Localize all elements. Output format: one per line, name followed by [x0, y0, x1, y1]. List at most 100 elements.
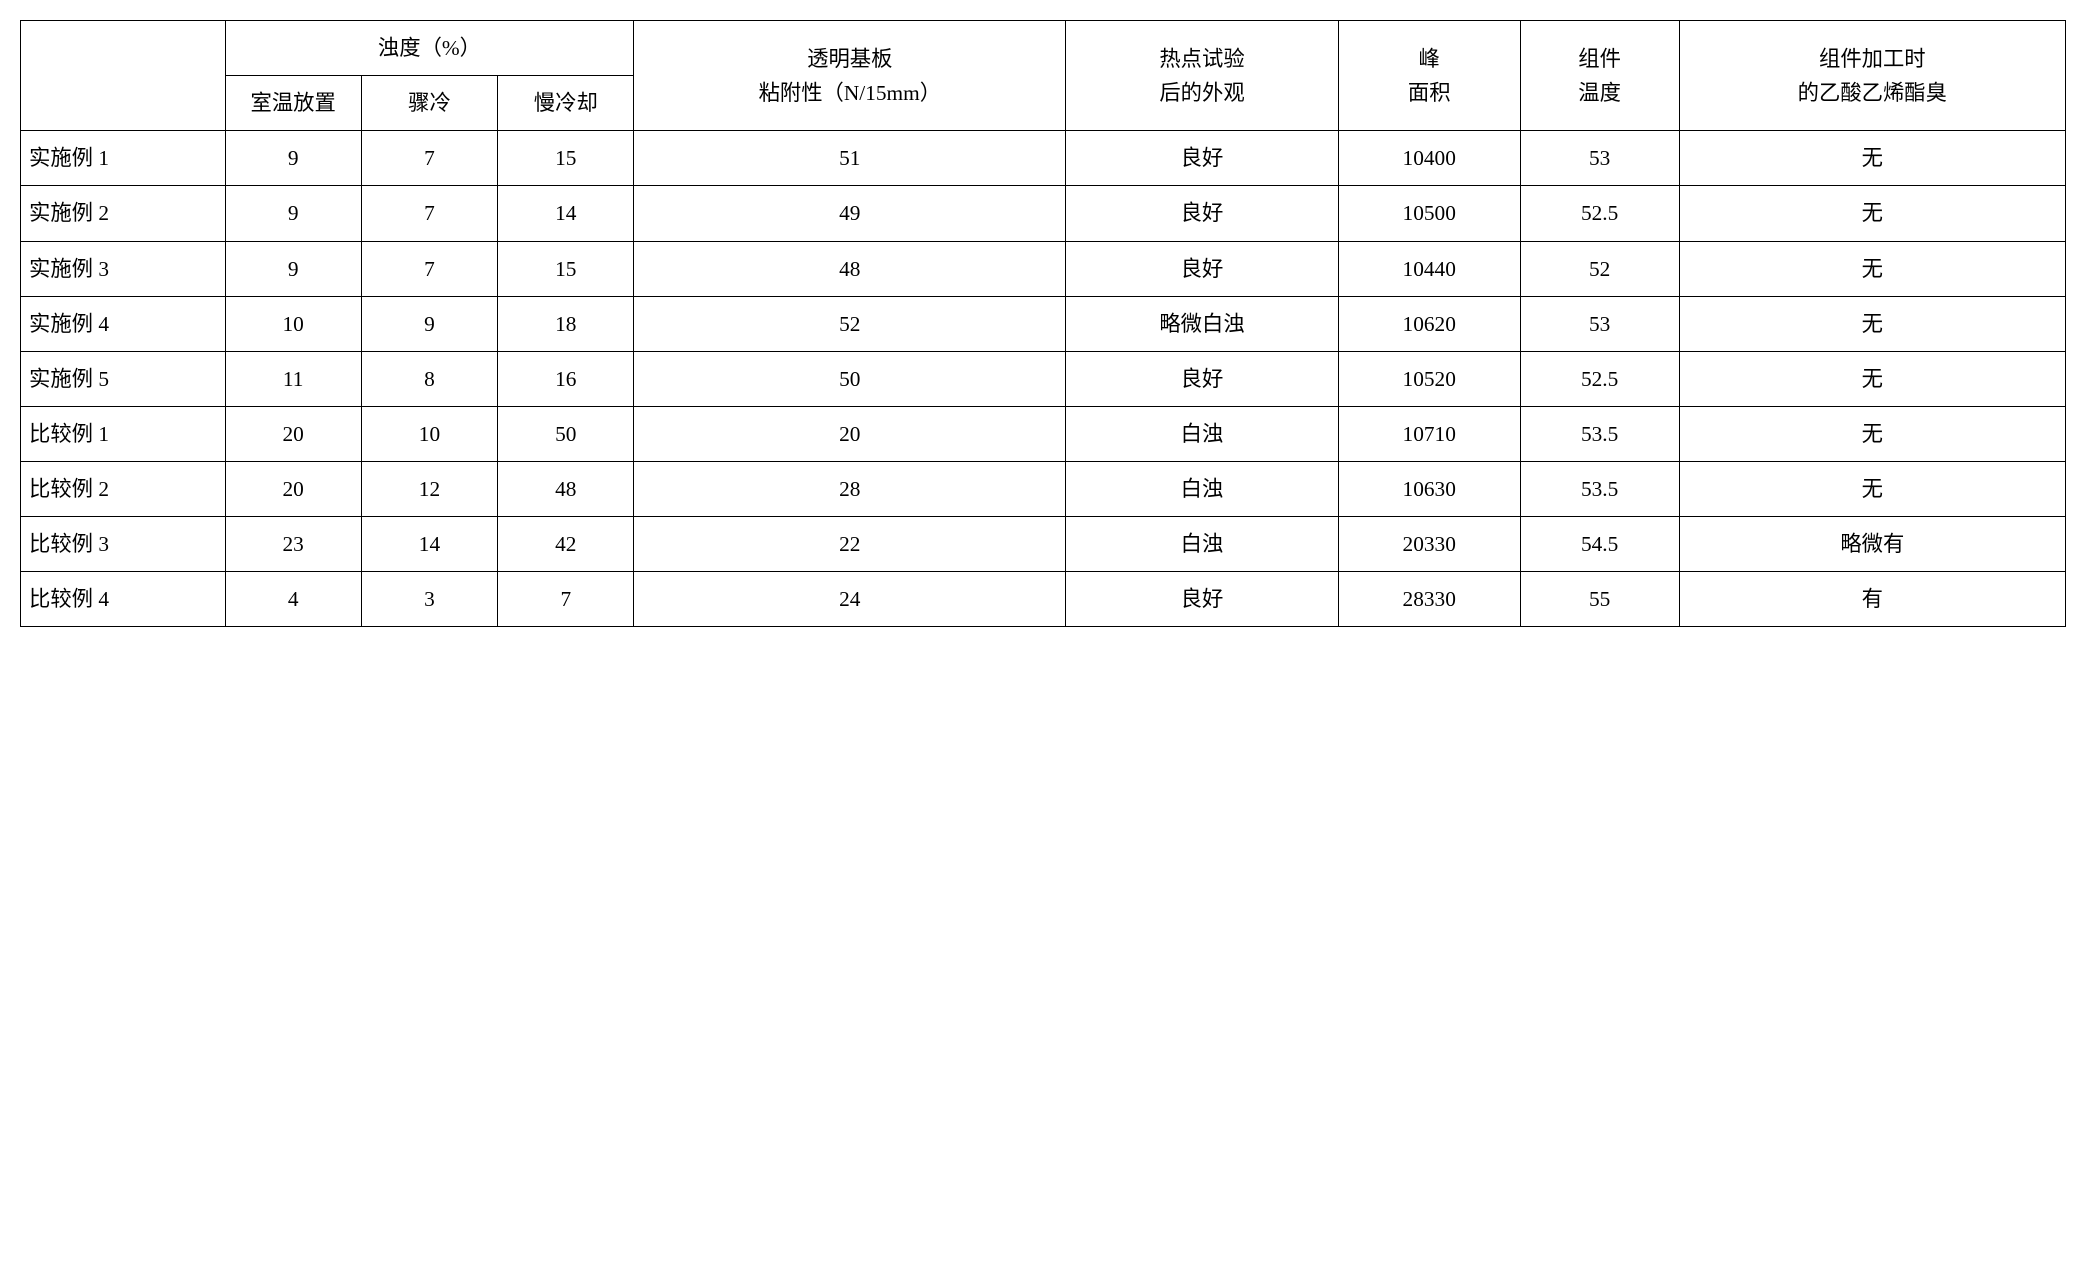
cell-app: 白浊: [1066, 406, 1339, 461]
cell-label: 实施例 5: [21, 351, 226, 406]
cell-adh: 48: [634, 241, 1066, 296]
cell-t3: 15: [498, 131, 634, 186]
cell-app: 白浊: [1066, 517, 1339, 572]
header-turbidity-group: 浊度（%）: [225, 21, 634, 76]
header-odor: 组件加工时 的乙酸乙烯酯臭: [1679, 21, 2065, 131]
cell-t2: 3: [361, 572, 497, 627]
data-table: 浊度（%） 透明基板 粘附性（N/15mm） 热点试验 后的外观 峰 面积 组件…: [20, 20, 2066, 627]
cell-odor: 无: [1679, 296, 2065, 351]
cell-temp: 52: [1520, 241, 1679, 296]
cell-t1: 10: [225, 296, 361, 351]
cell-adh: 22: [634, 517, 1066, 572]
cell-peak: 10630: [1338, 462, 1520, 517]
cell-t1: 20: [225, 406, 361, 461]
cell-t3: 16: [498, 351, 634, 406]
cell-t1: 20: [225, 462, 361, 517]
header-adhesion: 透明基板 粘附性（N/15mm）: [634, 21, 1066, 131]
cell-app: 良好: [1066, 572, 1339, 627]
cell-t3: 48: [498, 462, 634, 517]
cell-peak: 10440: [1338, 241, 1520, 296]
cell-t3: 50: [498, 406, 634, 461]
cell-t2: 12: [361, 462, 497, 517]
header-temp-top: 组件: [1578, 47, 1621, 71]
cell-peak: 20330: [1338, 517, 1520, 572]
cell-app: 良好: [1066, 131, 1339, 186]
cell-label: 实施例 2: [21, 186, 226, 241]
table-row: 实施例 2971449良好1050052.5无: [21, 186, 2066, 241]
cell-label: 实施例 4: [21, 296, 226, 351]
table-row: 比较例 443724良好2833055有: [21, 572, 2066, 627]
cell-t3: 14: [498, 186, 634, 241]
cell-peak: 28330: [1338, 572, 1520, 627]
cell-t2: 7: [361, 131, 497, 186]
table-row: 比较例 323144222白浊2033054.5略微有: [21, 517, 2066, 572]
cell-t3: 7: [498, 572, 634, 627]
cell-adh: 52: [634, 296, 1066, 351]
cell-temp: 54.5: [1520, 517, 1679, 572]
header-temp-bottom: 温度: [1578, 81, 1621, 105]
header-turbidity-sub-1: 骤冷: [361, 76, 497, 131]
cell-t1: 9: [225, 131, 361, 186]
cell-adh: 24: [634, 572, 1066, 627]
header-hotspot-bottom: 后的外观: [1159, 81, 1244, 105]
cell-adh: 50: [634, 351, 1066, 406]
cell-temp: 53.5: [1520, 462, 1679, 517]
cell-odor: 无: [1679, 186, 2065, 241]
cell-label: 比较例 2: [21, 462, 226, 517]
header-peak-top: 峰: [1419, 47, 1440, 71]
header-adhesion-top: 透明基板: [807, 47, 892, 71]
cell-adh: 49: [634, 186, 1066, 241]
cell-temp: 52.5: [1520, 186, 1679, 241]
cell-peak: 10520: [1338, 351, 1520, 406]
table-row: 实施例 51181650良好1052052.5无: [21, 351, 2066, 406]
cell-t3: 42: [498, 517, 634, 572]
cell-adh: 28: [634, 462, 1066, 517]
cell-odor: 无: [1679, 351, 2065, 406]
table-header: 浊度（%） 透明基板 粘附性（N/15mm） 热点试验 后的外观 峰 面积 组件…: [21, 21, 2066, 131]
cell-t1: 4: [225, 572, 361, 627]
cell-temp: 55: [1520, 572, 1679, 627]
header-temp: 组件 温度: [1520, 21, 1679, 131]
cell-odor: 略微有: [1679, 517, 2065, 572]
header-adhesion-bottom: 粘附性（N/15mm）: [759, 81, 941, 105]
table-row: 比较例 120105020白浊1071053.5无: [21, 406, 2066, 461]
cell-t2: 14: [361, 517, 497, 572]
cell-t2: 8: [361, 351, 497, 406]
cell-label: 比较例 3: [21, 517, 226, 572]
header-peak-bottom: 面积: [1408, 81, 1451, 105]
cell-temp: 53.5: [1520, 406, 1679, 461]
table-body: 实施例 1971551良好1040053无实施例 2971449良好105005…: [21, 131, 2066, 627]
cell-temp: 53: [1520, 296, 1679, 351]
cell-temp: 52.5: [1520, 351, 1679, 406]
cell-odor: 有: [1679, 572, 2065, 627]
cell-t1: 11: [225, 351, 361, 406]
cell-label: 比较例 4: [21, 572, 226, 627]
cell-app: 略微白浊: [1066, 296, 1339, 351]
cell-app: 良好: [1066, 351, 1339, 406]
header-hotspot: 热点试验 后的外观: [1066, 21, 1339, 131]
table-row: 比较例 220124828白浊1063053.5无: [21, 462, 2066, 517]
cell-t1: 23: [225, 517, 361, 572]
header-odor-top: 组件加工时: [1819, 47, 1926, 71]
cell-odor: 无: [1679, 406, 2065, 461]
cell-t2: 7: [361, 241, 497, 296]
cell-adh: 20: [634, 406, 1066, 461]
table-row: 实施例 1971551良好1040053无: [21, 131, 2066, 186]
cell-app: 白浊: [1066, 462, 1339, 517]
cell-peak: 10500: [1338, 186, 1520, 241]
table-row: 实施例 3971548良好1044052无: [21, 241, 2066, 296]
cell-peak: 10620: [1338, 296, 1520, 351]
header-blank: [21, 21, 226, 131]
cell-app: 良好: [1066, 241, 1339, 296]
cell-app: 良好: [1066, 186, 1339, 241]
header-peak: 峰 面积: [1338, 21, 1520, 131]
cell-label: 实施例 3: [21, 241, 226, 296]
header-hotspot-top: 热点试验: [1159, 47, 1244, 71]
header-turbidity-sub-2: 慢冷却: [498, 76, 634, 131]
header-odor-bottom: 的乙酸乙烯酯臭: [1798, 81, 1947, 105]
cell-temp: 53: [1520, 131, 1679, 186]
cell-t1: 9: [225, 241, 361, 296]
cell-t2: 9: [361, 296, 497, 351]
cell-odor: 无: [1679, 241, 2065, 296]
cell-t1: 9: [225, 186, 361, 241]
